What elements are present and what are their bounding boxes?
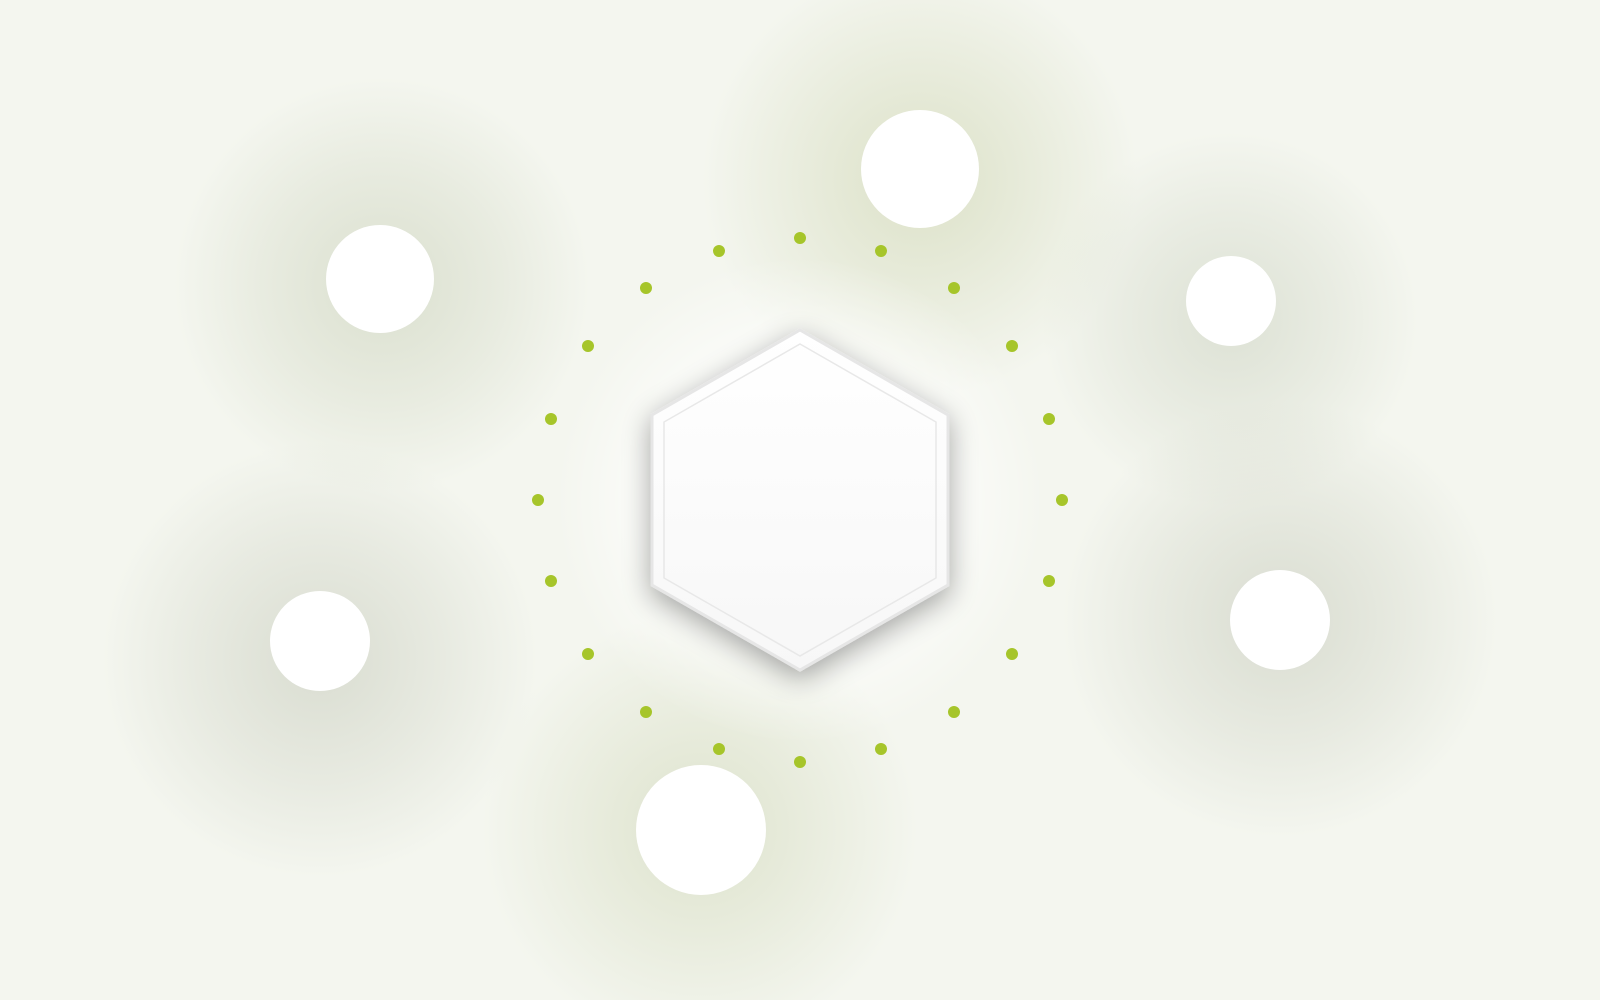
hub-hexagon-outer bbox=[652, 330, 948, 670]
